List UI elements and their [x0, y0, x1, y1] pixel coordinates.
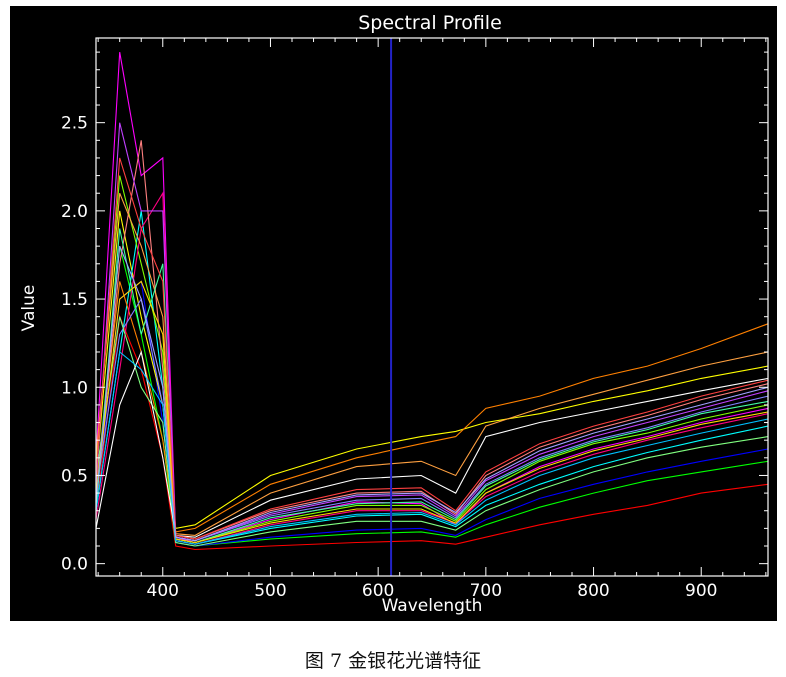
spectrum-line — [95, 281, 769, 533]
x-tick-label: 900 — [685, 581, 717, 601]
spectrum-line — [95, 245, 769, 542]
chart-background — [10, 6, 777, 621]
spectrum-line — [95, 280, 769, 544]
spectrum-line — [95, 350, 769, 538]
x-tick-label: 500 — [254, 581, 286, 601]
spectral-profile-chart: 400 500 600 700 800 900 0.0 0.5 1.0 1.5 2.0 2.5 Spe… — [10, 6, 777, 621]
spectrum-line — [95, 157, 769, 540]
y-tick-label: 2.5 — [61, 114, 88, 134]
chart-title: Spectral Profile — [358, 12, 502, 34]
series-group — [95, 52, 769, 551]
x-tick-label: 800 — [577, 581, 609, 601]
y-tick-label: 2.0 — [61, 202, 88, 222]
spectrum-line — [95, 192, 769, 536]
y-tick-label: 0.0 — [61, 555, 88, 575]
spectrum-line — [95, 350, 769, 545]
x-tick-label: 400 — [147, 581, 179, 601]
x-tick-label: 600 — [362, 581, 394, 601]
spectrum-line — [95, 314, 769, 551]
spectrum-line — [95, 297, 769, 542]
spectrum-line — [95, 228, 769, 544]
y-tick-label: 1.0 — [61, 378, 88, 398]
x-axis-label: Wavelength — [382, 596, 483, 616]
chart-canvas: 400 500 600 700 800 900 0.0 0.5 1.0 1.5 2.0 2.5 Spe… — [10, 6, 777, 621]
y-tick-label: 1.5 — [61, 290, 88, 310]
y-tick-label: 0.5 — [61, 466, 88, 486]
x-tick-label: 700 — [470, 581, 502, 601]
spectrum-line — [95, 210, 769, 530]
spectrum-line — [95, 122, 769, 542]
figure-caption: 图 7 金银花光谱特征 — [304, 650, 482, 672]
y-axis-label: Value — [19, 285, 39, 332]
plot-frame — [95, 37, 769, 577]
axis-ticks: 400 500 600 700 800 900 0.0 0.5 1.0 1.5 2.0 2.5 — [61, 38, 768, 601]
